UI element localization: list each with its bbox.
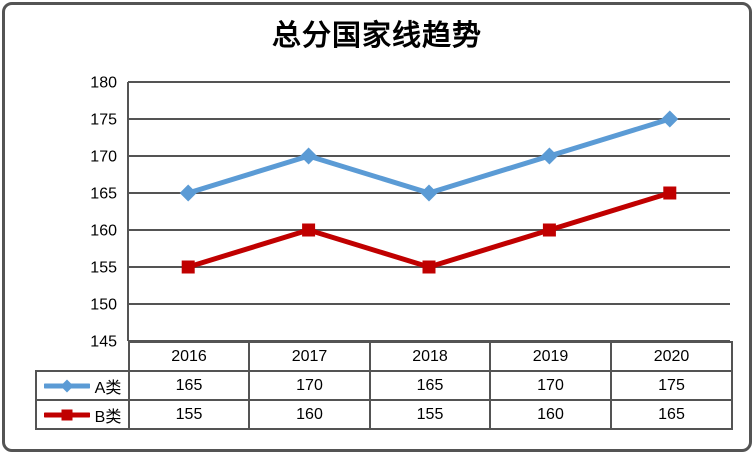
series-b-line-marker-icon (43, 409, 90, 420)
value-cell-series-a: 175 (610, 370, 733, 401)
series-a-line-marker-icon (43, 379, 90, 392)
year-cell: 2018 (369, 341, 491, 372)
value-cell-series-a: 170 (489, 370, 612, 401)
y-axis-tick-label: 180 (90, 75, 117, 92)
table-row-years: 2016 2017 2018 2019 2020 (36, 341, 733, 372)
y-axis-tick-label: 170 (90, 149, 117, 166)
y-axis-tick-label: 155 (90, 260, 117, 277)
year-cell: 2016 (128, 341, 250, 372)
value-cell-series-b: 160 (248, 399, 371, 430)
value-cell-series-a: 165 (369, 370, 491, 401)
value-cell-series-b: 155 (369, 399, 491, 430)
year-cell: 2019 (489, 341, 612, 372)
legend-label-series-b: B类 (94, 408, 122, 426)
year-cell: 2020 (610, 341, 733, 372)
chart-data-table: 2016 2017 2018 2019 2020 A类 165 170 165 … (35, 341, 733, 430)
y-axis-tick-label: 150 (90, 297, 117, 314)
value-cell-series-a: 170 (248, 370, 371, 401)
y-axis-tick-label: 160 (90, 223, 117, 240)
value-cell-series-b: 160 (489, 399, 612, 430)
year-cell: 2017 (248, 341, 371, 372)
legend-item-series-b: B类 (35, 399, 130, 430)
y-axis-tick-label: 175 (90, 112, 117, 129)
legend-label-series-a: A类 (94, 379, 122, 397)
value-cell-series-b: 155 (128, 399, 250, 430)
value-cell-series-b: 165 (610, 399, 733, 430)
y-axis-tick-label: 145 (90, 334, 117, 351)
value-cell-series-a: 165 (128, 370, 250, 401)
table-row-series-a: A类 165 170 165 170 175 (35, 370, 733, 401)
chart-title: 总分国家线趋势 (271, 18, 482, 52)
table-corner-cell (36, 342, 129, 371)
table-row-series-b: B类 155 160 155 160 165 (35, 399, 733, 430)
y-axis-tick-label: 165 (90, 186, 117, 203)
legend-item-series-a: A类 (35, 370, 130, 401)
